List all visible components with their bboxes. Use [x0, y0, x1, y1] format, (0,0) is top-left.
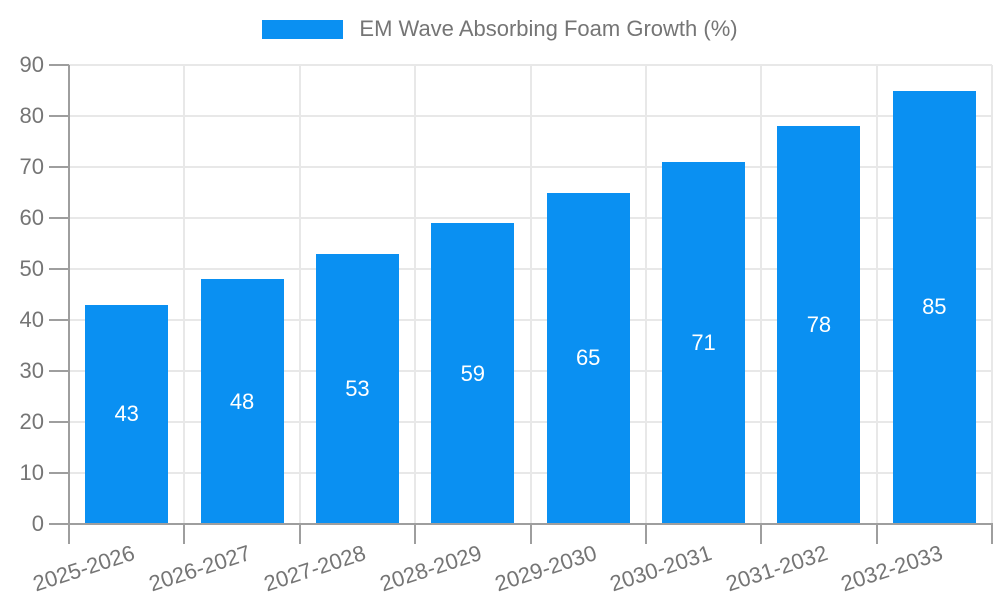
x-axis-line: [68, 523, 993, 525]
y-tick-label: 40: [19, 307, 44, 332]
y-tick-label: 70: [19, 154, 44, 179]
bar-value-label: 43: [114, 401, 139, 427]
x-category-label: 2032-2033: [837, 540, 946, 597]
y-tick-label: 0: [31, 511, 44, 536]
bar-value-label: 48: [229, 388, 255, 414]
x-tick: [875, 524, 878, 544]
y-tick-label: 20: [19, 409, 44, 434]
v-gridline: [644, 65, 647, 524]
y-tick: [49, 217, 69, 219]
x-category-label: 2027-2028: [261, 540, 369, 597]
plot-area: 43 48 53 59 65 71 78 85: [69, 64, 993, 524]
bar: [431, 223, 515, 523]
y-tick: [49, 472, 69, 474]
x-tick: [760, 524, 763, 544]
y-tick-label: 30: [19, 358, 44, 383]
y-tick-label: 80: [19, 103, 44, 128]
y-tick-label: 90: [19, 52, 44, 77]
v-gridline: [529, 65, 532, 524]
v-gridline: [183, 65, 186, 524]
x-category-label: 2026-2027: [145, 540, 254, 597]
x-tick: [644, 524, 647, 544]
legend-label: EM Wave Absorbing Foam Growth (%): [359, 16, 738, 41]
y-tick: [49, 370, 69, 372]
bar-value-label: 71: [691, 329, 716, 355]
v-gridline: [414, 65, 417, 524]
x-tick: [298, 524, 301, 544]
bar-value-label: 65: [575, 345, 601, 371]
x-tick: [414, 524, 417, 544]
v-gridline: [991, 65, 993, 524]
x-category-label: 2030-2031: [607, 540, 715, 597]
y-tick-label: 10: [19, 460, 44, 485]
bar: [315, 253, 399, 523]
y-tick: [49, 64, 69, 66]
bar-value-label: 78: [806, 312, 832, 338]
x-tick: [183, 524, 186, 544]
x-tick: [68, 524, 70, 544]
y-tick: [49, 319, 69, 321]
y-tick: [49, 421, 69, 423]
y-tick-label: 50: [19, 256, 44, 281]
y-tick: [49, 523, 69, 525]
v-gridline: [298, 65, 301, 524]
bar: [662, 161, 746, 523]
y-axis-line: [68, 65, 70, 524]
chart-legend: EM Wave Absorbing Foam Growth (%): [0, 16, 1000, 42]
bar: [85, 304, 169, 523]
v-gridline: [760, 65, 763, 524]
bar: [892, 90, 976, 523]
y-tick-label: 60: [19, 205, 44, 230]
x-category-label: 2028-2029: [376, 540, 485, 597]
x-category-label: 2031-2032: [722, 540, 831, 597]
bar-value-label: 85: [922, 294, 947, 320]
y-tick: [49, 268, 69, 270]
x-category-label: 2029-2030: [491, 540, 600, 597]
y-tick: [49, 115, 69, 117]
bar: [546, 192, 630, 523]
v-gridline: [875, 65, 878, 524]
bar-value-label: 59: [460, 360, 486, 386]
bar-value-label: 53: [345, 375, 370, 401]
y-tick: [49, 166, 69, 168]
bar: [200, 279, 284, 523]
bar: [777, 126, 861, 523]
legend-swatch: [262, 19, 344, 39]
x-tick: [529, 524, 532, 544]
x-tick: [991, 524, 993, 544]
x-category-label: 2025-2026: [30, 540, 139, 597]
